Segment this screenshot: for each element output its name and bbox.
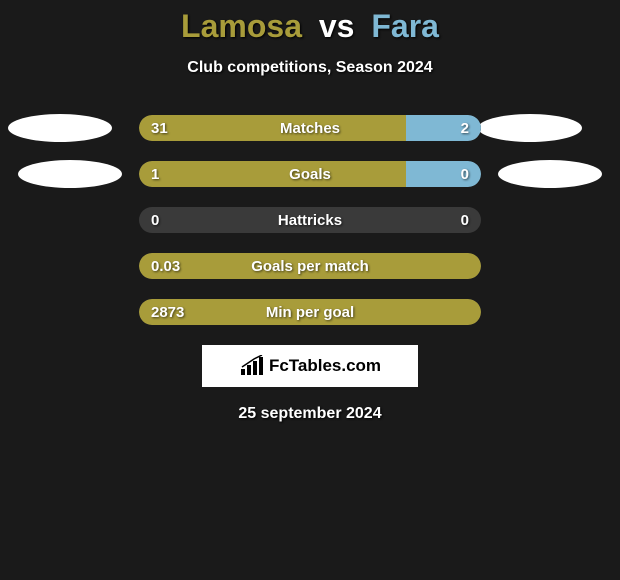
stat-bar: 312Matches bbox=[139, 115, 481, 141]
stat-bar: 10Goals bbox=[139, 161, 481, 187]
stat-row: 312Matches bbox=[0, 115, 620, 141]
stats-list: 312Matches 10Goals 00Hattricks 0.03Goals pe… bbox=[0, 115, 620, 325]
vs-text: vs bbox=[319, 8, 355, 44]
stat-row: 10Goals bbox=[0, 161, 620, 187]
comparison-infographic: Lamosa vs Fara Club competitions, Season… bbox=[0, 0, 620, 423]
stat-label: Goals per match bbox=[139, 258, 481, 275]
stat-label: Min per goal bbox=[139, 304, 481, 321]
player2-name: Fara bbox=[371, 8, 439, 44]
stat-row: 00Hattricks bbox=[0, 207, 620, 233]
logo-text: FcTables.com bbox=[269, 356, 381, 376]
stat-label: Matches bbox=[139, 120, 481, 137]
ellipse-right bbox=[498, 160, 602, 188]
ellipse-right bbox=[478, 114, 582, 142]
stat-label: Hattricks bbox=[139, 212, 481, 229]
ellipse-left bbox=[8, 114, 112, 142]
stat-bar: 0.03Goals per match bbox=[139, 253, 481, 279]
stat-label: Goals bbox=[139, 166, 481, 183]
stat-bar: 00Hattricks bbox=[139, 207, 481, 233]
date-text: 25 september 2024 bbox=[0, 405, 620, 423]
logo-box: FcTables.com bbox=[202, 345, 418, 387]
stat-row: 0.03Goals per match bbox=[0, 253, 620, 279]
title: Lamosa vs Fara bbox=[0, 8, 620, 45]
subtitle: Club competitions, Season 2024 bbox=[0, 59, 620, 77]
stat-row: 2873Min per goal bbox=[0, 299, 620, 325]
ellipse-left bbox=[18, 160, 122, 188]
stat-bar: 2873Min per goal bbox=[139, 299, 481, 325]
barchart-icon bbox=[239, 355, 265, 377]
player1-name: Lamosa bbox=[181, 8, 302, 44]
